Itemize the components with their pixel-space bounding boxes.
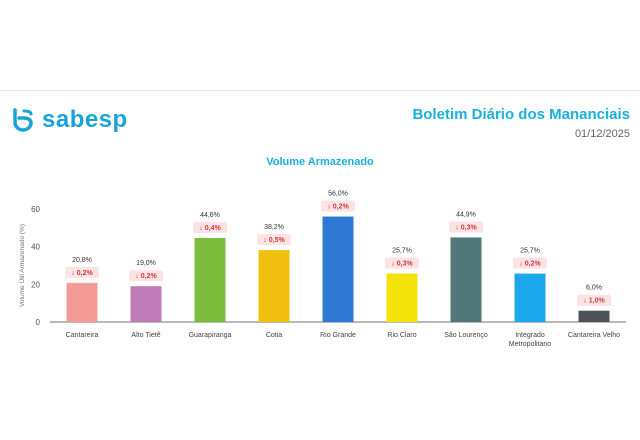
change-label: ↓ 0,3% — [455, 224, 477, 231]
bar-2 — [130, 286, 162, 322]
bar-5 — [322, 216, 354, 322]
change-label: ↓ 0,2% — [135, 273, 157, 280]
category-label: Rio Claro — [387, 332, 416, 339]
sabesp-logo: sabesp — [10, 106, 128, 134]
bar-4 — [258, 250, 290, 322]
change-label: ↓ 0,5% — [263, 237, 285, 244]
header-title-block: Boletim Diário dos Mananciais 01/12/2025 — [412, 106, 630, 140]
change-badge — [257, 234, 291, 246]
category-label: Metropolitano — [509, 341, 552, 348]
change-label: ↓ 1,0% — [583, 298, 605, 305]
category-label: Cantareira Velho — [568, 332, 620, 339]
change-label: ↓ 0,3% — [391, 261, 413, 268]
change-badge — [513, 257, 547, 269]
change-badge — [385, 257, 419, 269]
change-badge — [193, 222, 227, 234]
y-axis-label: Volume Útil Armazenado (%) — [17, 224, 26, 307]
value-label: 56,0% — [328, 191, 348, 198]
value-label: 38,2% — [264, 224, 284, 231]
y-tick-label: 20 — [31, 280, 40, 289]
change-label: ↓ 0,2% — [519, 261, 541, 268]
change-label: ↓ 0,4% — [199, 225, 221, 232]
category-label: Guarapiranga — [189, 332, 232, 339]
bar-3 — [194, 238, 226, 322]
category-label: Cantareira — [66, 332, 99, 339]
category-label: Alto Tietê — [131, 332, 160, 339]
sabesp-logo-icon — [13, 108, 33, 132]
category-label: São Lourenço — [444, 332, 488, 339]
category-label: Integrado — [515, 332, 545, 339]
value-label: 44,9% — [456, 211, 476, 218]
category-label: Rio Grande — [320, 332, 356, 339]
bar-1 — [66, 282, 98, 322]
y-tick-label: 60 — [31, 205, 40, 214]
change-label: ↓ 0,2% — [71, 270, 93, 277]
value-label: 20,8% — [72, 257, 92, 264]
change-label: ↓ 0,2% — [327, 204, 349, 211]
value-label: 6,0% — [586, 285, 602, 292]
bar-7 — [450, 237, 482, 322]
value-label: 25,7% — [392, 248, 412, 255]
bulletin-date: 01/12/2025 — [574, 128, 630, 140]
change-badge — [321, 200, 355, 212]
category-label: Cotia — [266, 332, 282, 339]
change-badge — [129, 270, 163, 282]
bar-9 — [578, 310, 610, 322]
y-tick-label: 0 — [36, 318, 41, 327]
change-badge — [449, 221, 483, 233]
value-label: 44,6% — [200, 212, 220, 219]
change-badge — [65, 266, 99, 278]
brand-name: sabesp — [42, 106, 128, 133]
bar-6 — [386, 273, 418, 322]
header-divider — [0, 90, 640, 91]
bar-8 — [514, 273, 546, 322]
value-label: 19,0% — [136, 260, 156, 267]
value-label: 25,7% — [520, 248, 540, 255]
page-title: Boletim Diário dos Mananciais — [412, 106, 630, 123]
chart-title: Volume Armazenado — [266, 156, 374, 168]
y-tick-label: 40 — [31, 243, 40, 252]
change-badge — [577, 294, 611, 306]
